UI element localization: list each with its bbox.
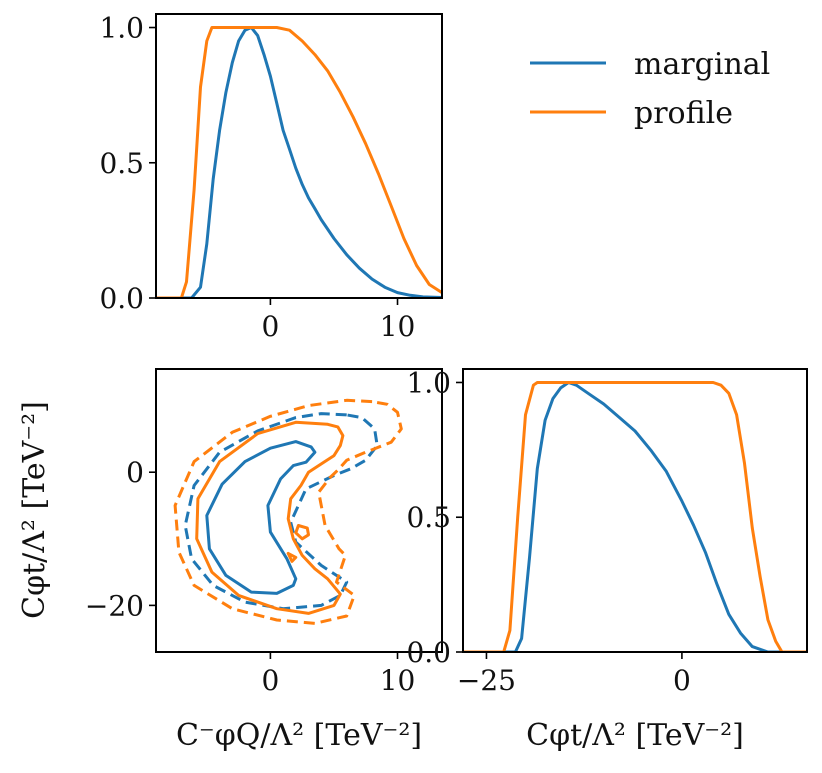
- bottom-left-frame: [155, 368, 443, 653]
- bottom-left-ylabel: Cφt/Λ² [TeV⁻²]: [17, 401, 52, 619]
- panel-bottom-right: −25 0 0.0 0.5 1.0 Cφt/Λ² [TeV⁻²]: [406, 366, 808, 753]
- bottom-right-series-marginal: [463, 381, 807, 652]
- top-left-series-profile: [156, 26, 442, 298]
- bottom-right-ytick-label: 1.0: [406, 366, 451, 399]
- bottom-left-series-profile-solid-dot: [286, 551, 298, 563]
- legend: marginal profile: [530, 47, 770, 131]
- legend-marginal-label: marginal: [634, 47, 770, 82]
- bottom-left-series-marginal-dashed: [183, 412, 379, 611]
- bottom-left-xtick-label: 10: [380, 664, 416, 697]
- bottom-right-xticks: −25 0: [457, 652, 691, 697]
- bottom-right-xtick-label: −25: [457, 664, 516, 697]
- bottom-left-ytick-label: −20: [85, 589, 144, 622]
- bottom-left-series-profile-solid-island: [294, 524, 310, 541]
- bottom-right-curves: [463, 381, 807, 652]
- bottom-right-series-profile: [463, 381, 807, 652]
- bottom-right-ytick-label: 0.0: [406, 636, 451, 669]
- top-left-frame: [155, 13, 443, 299]
- top-left-series-marginal: [156, 26, 442, 298]
- top-left-xtick-label: 0: [261, 310, 279, 343]
- bottom-right-ytick-label: 0.5: [406, 501, 451, 534]
- legend-profile-label: profile: [634, 96, 733, 131]
- top-left-xtick-label: 10: [380, 310, 416, 343]
- top-left-ytick-label: 1.0: [99, 12, 144, 45]
- bottom-left-contours: [173, 398, 403, 625]
- bottom-left-xticks: 0 10: [261, 652, 415, 697]
- bottom-right-xtick-label: 0: [673, 664, 691, 697]
- bottom-left-xtick-label: 0: [261, 664, 279, 697]
- top-left-xticks: 0 10: [261, 298, 415, 343]
- top-left-ytick-label: 0.5: [99, 147, 144, 180]
- bottom-right-yticks: 0.0 0.5 1.0: [406, 366, 463, 669]
- bottom-right-xlabel: Cφt/Λ² [TeV⁻²]: [526, 718, 744, 753]
- panel-top-left: 0 10 0.0 0.5 1.0: [99, 12, 443, 343]
- bottom-left-ytick-label: 0: [126, 456, 144, 489]
- bottom-right-frame: [462, 368, 808, 653]
- bottom-left-series-marginal-solid: [205, 440, 317, 595]
- top-left-curves: [156, 26, 442, 298]
- bottom-left-yticks: −20 0: [85, 456, 156, 622]
- panel-bottom-left: 0 10 −20 0 C⁻φQ/Λ² [TeV⁻²] Cφt/Λ² [TeV⁻²]: [17, 368, 443, 753]
- bottom-left-series-profile-solid: [195, 420, 345, 615]
- top-left-ytick-label: 0.0: [99, 282, 144, 315]
- bottom-left-series-profile-dashed: [173, 398, 403, 625]
- top-left-yticks: 0.0 0.5 1.0: [99, 12, 156, 315]
- bottom-left-xlabel: C⁻φQ/Λ² [TeV⁻²]: [176, 718, 422, 753]
